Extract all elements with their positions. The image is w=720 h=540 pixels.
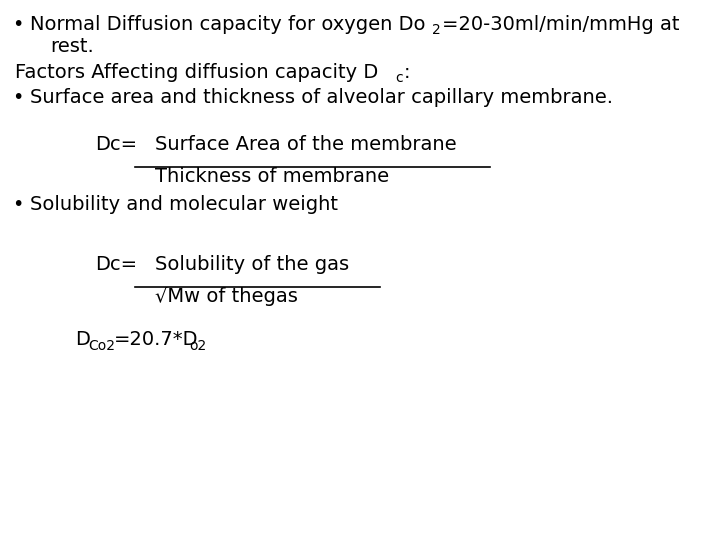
Text: Surface area and thickness of alveolar capillary membrane.: Surface area and thickness of alveolar c… <box>30 88 613 107</box>
Text: √Mw of thegas: √Mw of thegas <box>155 287 298 306</box>
Text: Dc=: Dc= <box>95 135 137 154</box>
Text: :: : <box>404 63 410 82</box>
Text: Surface Area of the membrane: Surface Area of the membrane <box>155 135 456 154</box>
Text: 2: 2 <box>432 23 441 37</box>
Text: •: • <box>12 195 23 214</box>
Text: •: • <box>12 15 23 34</box>
Text: Solubility and molecular weight: Solubility and molecular weight <box>30 195 338 214</box>
Text: Thickness of membrane: Thickness of membrane <box>155 167 389 186</box>
Text: D: D <box>75 330 90 349</box>
Text: =20-30ml/min/mmHg at: =20-30ml/min/mmHg at <box>442 15 680 34</box>
Text: •: • <box>12 88 23 107</box>
Text: Factors Affecting diffusion capacity D: Factors Affecting diffusion capacity D <box>15 63 378 82</box>
Text: rest.: rest. <box>50 37 94 56</box>
Text: =20.7*D: =20.7*D <box>114 330 199 349</box>
Text: Solubility of the gas: Solubility of the gas <box>155 255 349 274</box>
Text: Co2: Co2 <box>88 339 115 353</box>
Text: o2: o2 <box>189 339 206 353</box>
Text: Dc=: Dc= <box>95 255 137 274</box>
Text: Normal Diffusion capacity for oxygen Do: Normal Diffusion capacity for oxygen Do <box>30 15 426 34</box>
Text: c: c <box>395 71 402 85</box>
